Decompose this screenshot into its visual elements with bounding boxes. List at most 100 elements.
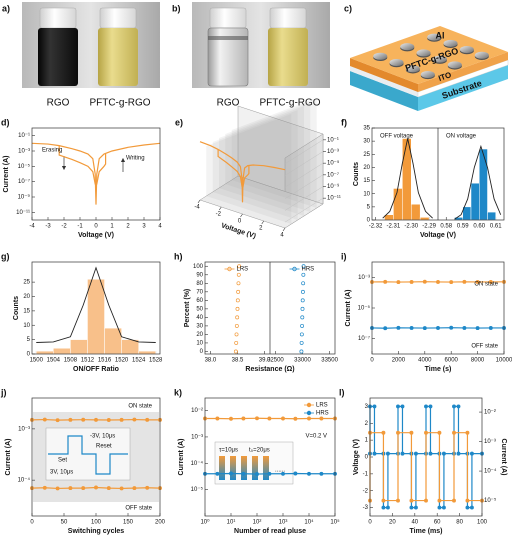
series-line xyxy=(369,432,482,502)
data-point xyxy=(396,325,401,330)
x-tick-label: -2.30 xyxy=(404,224,418,230)
data-point xyxy=(68,486,73,491)
x-tick-label: 0.60 xyxy=(473,224,485,230)
data-point xyxy=(235,306,240,311)
data-point xyxy=(372,404,377,409)
y-tick-label: 10⁻³ xyxy=(191,435,203,441)
electrode xyxy=(373,52,388,60)
x-tick-label: 38.0 xyxy=(205,358,217,364)
annotation: OFF state xyxy=(471,344,498,350)
data-point xyxy=(441,505,446,510)
z-grid-line xyxy=(284,162,324,188)
y-axis-label: Percent (%) xyxy=(184,289,191,328)
data-point xyxy=(267,471,272,476)
y-tick-label: -3 xyxy=(363,505,369,511)
y-axis-label: Voltage (V) xyxy=(353,439,360,475)
histogram-bar xyxy=(410,203,421,221)
y-tick-label: 10⁻⁹ xyxy=(18,194,31,201)
film-side xyxy=(418,52,508,92)
data-point xyxy=(241,471,246,476)
y2-axis-label: Current (A) xyxy=(500,439,507,476)
y-tick-label: 10⁻⁵ xyxy=(191,486,204,493)
panel-label: l) xyxy=(339,387,345,397)
x-tick-label: 4 xyxy=(280,233,284,239)
data-point xyxy=(437,498,442,503)
data-point xyxy=(452,404,456,409)
data-point xyxy=(385,451,390,456)
y-tick-label: 50 xyxy=(196,306,203,312)
data-point xyxy=(132,486,137,491)
x-axis-label: Voltage (V) xyxy=(78,232,114,239)
x-tick-label: 1504 xyxy=(47,358,61,364)
panel-label: h) xyxy=(174,251,183,261)
data-point xyxy=(145,485,150,490)
layer-label: Al xyxy=(436,30,445,40)
plot-frame xyxy=(31,127,161,221)
data-point xyxy=(234,323,239,328)
data-point xyxy=(300,306,305,311)
data-point xyxy=(383,279,388,284)
data-point xyxy=(106,486,111,491)
data-point xyxy=(475,279,480,284)
x-tick-label: 33000 xyxy=(294,358,311,364)
plot-frame xyxy=(369,397,483,517)
z-tick-label: 10⁻⁹ xyxy=(327,183,340,190)
data-point xyxy=(437,430,442,435)
panel-label: e) xyxy=(175,117,183,127)
caption: RGO xyxy=(217,98,240,109)
y-tick-label: 100 xyxy=(193,264,204,270)
data-point xyxy=(437,505,442,510)
data-point xyxy=(301,281,306,286)
z-grid-line xyxy=(284,139,324,165)
data-point xyxy=(215,471,220,476)
annotation: V=0.2 V xyxy=(305,434,327,440)
data-point xyxy=(449,325,454,330)
y-tick-label: 20 xyxy=(363,165,370,171)
x-tick-label: -2.31 xyxy=(387,224,401,230)
series-line xyxy=(217,149,250,188)
annotation: ON voltage xyxy=(446,134,477,140)
fit-curve xyxy=(382,138,433,219)
histogram-bar xyxy=(479,148,488,221)
data-point xyxy=(409,325,414,330)
data-point xyxy=(462,279,467,284)
data-point xyxy=(241,416,246,421)
electrode xyxy=(427,33,442,41)
y-tick-label: 10⁻⁷ xyxy=(358,335,370,342)
x-axis-label: Time (s) xyxy=(425,366,452,373)
x-tick xyxy=(282,227,286,232)
y-tick-label: 10⁻¹ xyxy=(18,133,30,139)
data-point xyxy=(119,417,124,422)
histogram-bar xyxy=(419,217,430,221)
y-tick-label: 5 xyxy=(27,337,31,343)
read-pulse xyxy=(230,456,236,480)
plot-frame xyxy=(31,397,161,517)
x-tick-label: -4 xyxy=(194,205,200,211)
data-point xyxy=(436,325,440,330)
y-tick-label: 0 xyxy=(367,218,371,224)
x-axis-label: Voltage (V) xyxy=(220,222,256,240)
data-point xyxy=(413,451,418,456)
y-tick-label: 25 xyxy=(23,280,30,286)
data-point xyxy=(300,323,305,328)
film-side xyxy=(350,58,418,92)
annotation: Erasing xyxy=(42,148,62,154)
x-axis-label: Time (ms) xyxy=(410,528,443,535)
y-tick-label: 10 xyxy=(363,191,370,197)
annotation: Reset xyxy=(96,444,112,450)
x-tick-label: -4 xyxy=(29,224,35,230)
y-tick-label: 40 xyxy=(196,315,203,321)
legend-label: LRS xyxy=(237,267,249,273)
legend-label: HRS xyxy=(316,411,329,417)
x-tick-label: 2 xyxy=(126,224,130,230)
data-point xyxy=(424,430,428,435)
vial xyxy=(38,28,78,86)
data-point xyxy=(381,430,386,435)
x-tick-label: 8000 xyxy=(471,358,485,364)
x-tick-label: 2 xyxy=(259,226,263,232)
y2-tick-label: 10⁻² xyxy=(484,410,496,416)
caption: PFTC-g-RGO xyxy=(89,98,150,109)
histogram-bar xyxy=(53,348,71,355)
data-point xyxy=(409,505,414,510)
